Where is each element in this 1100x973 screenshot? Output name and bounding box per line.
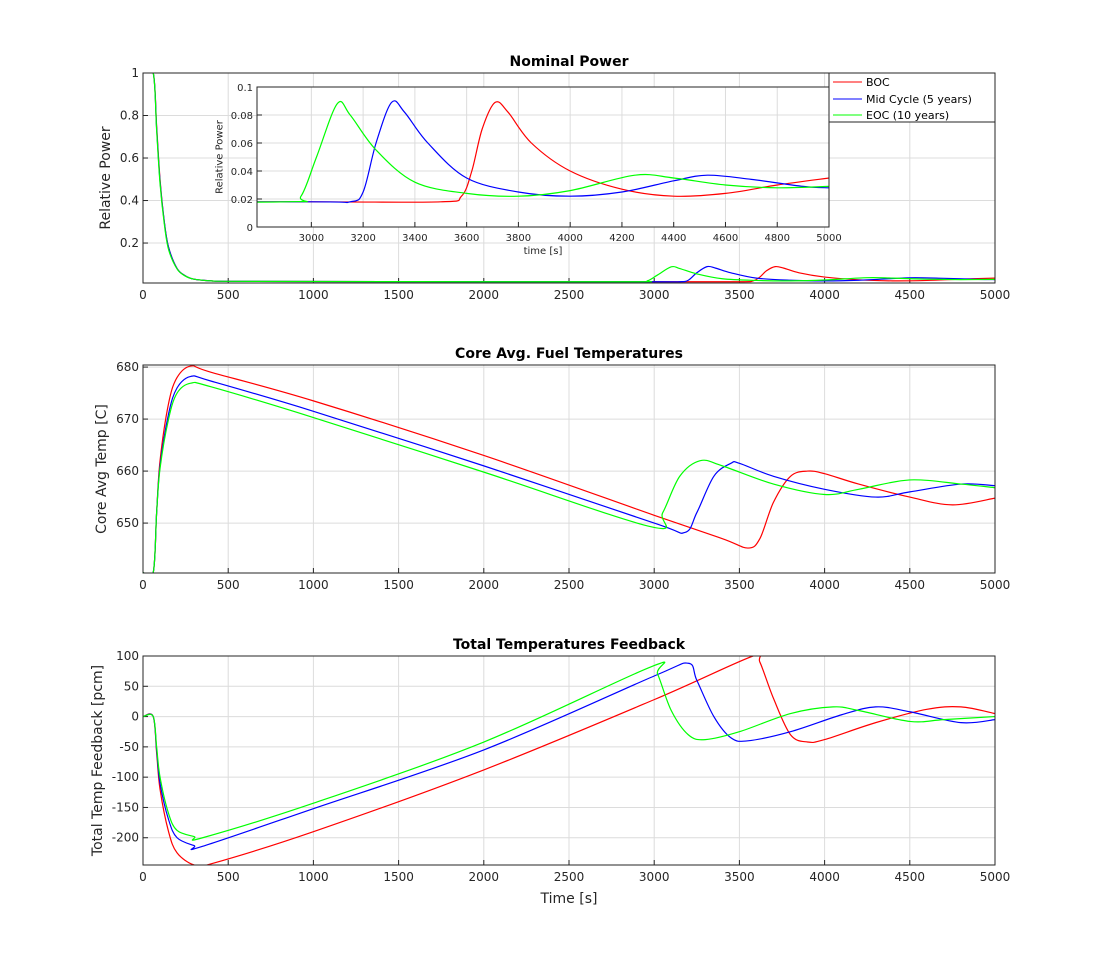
x-tick-label: 5000: [816, 233, 841, 244]
series-line-eoc: [257, 100, 829, 203]
series-line-eoc: [143, 661, 995, 841]
y-tick-label: 1: [131, 66, 139, 80]
x-tick-label: 1500: [383, 870, 414, 884]
y-tick-label: -150: [112, 800, 139, 814]
y-tick-label: 0: [131, 710, 139, 724]
x-tick-label: 4200: [609, 233, 634, 244]
x-tick-label: 4500: [895, 578, 926, 592]
series-line-eoc: [143, 381, 995, 573]
axes-frame: [142, 364, 996, 574]
series-line-boc: [143, 656, 995, 865]
series-line-eoc: [143, 73, 995, 283]
x-tick-label: 3600: [454, 233, 479, 244]
y-tick-label: 0: [247, 223, 253, 234]
x-tick-label: 4800: [765, 233, 790, 244]
y-tick-label: 0.04: [231, 167, 253, 178]
chart-title: Core Avg. Fuel Temperatures: [455, 346, 683, 362]
y-tick-label: -200: [112, 831, 139, 845]
legend: BOC Mid Cycle (5 years) EOC (10 years): [828, 72, 996, 123]
legend-label-boc: BOC: [866, 76, 890, 89]
axes-frame: [142, 72, 996, 284]
x-tick-label: 500: [217, 578, 240, 592]
axes-temperature-feedback: 0 500 1000 1500 2000 2500 3000 3500 4000 4500 5000…: [90, 637, 1011, 907]
chart-title: Nominal Power: [509, 54, 628, 70]
x-tick-label: 2000: [469, 288, 500, 302]
axes-fuel-temperatures: 0 500 1000 1500 2000 2500 3000 3500 4000 4500 5000…: [94, 346, 1010, 592]
x-tick-label: 5000: [980, 578, 1011, 592]
x-tick-label: 5000: [980, 288, 1011, 302]
x-tick-label: 4600: [713, 233, 738, 244]
x-tick-label: 4500: [895, 288, 926, 302]
x-tick-label: 1000: [298, 870, 329, 884]
y-tick-label: 0.2: [120, 236, 139, 250]
y-tick-label: 0.8: [120, 109, 139, 123]
plot-area: [257, 87, 829, 227]
axes-frame: [256, 86, 830, 228]
y-tick-label: 0.6: [120, 151, 139, 165]
x-tick-label: 3500: [724, 288, 755, 302]
series-line-mid-cycle: [143, 375, 995, 573]
x-tick-label: 2500: [554, 288, 585, 302]
y-tick-label: 680: [116, 360, 139, 374]
x-tick-label: 5000: [980, 870, 1011, 884]
y-axis-label: Total Temp Feedback [pcm]: [90, 665, 106, 857]
axes-inset-power: 3000 3200 3400 3600 3800 4000 4200 4400 4600 4800…: [215, 83, 842, 257]
x-tick-label: 2000: [469, 578, 500, 592]
x-tick-label: 0: [139, 870, 147, 884]
x-axis-label: time [s]: [524, 246, 563, 257]
x-tick-label: 0: [139, 288, 147, 302]
chart-title: Total Temperatures Feedback: [453, 637, 686, 653]
x-tick-label: 3000: [299, 233, 324, 244]
y-tick-label: 0.4: [120, 194, 139, 208]
y-axis-label: Core Avg Temp [C]: [94, 404, 110, 534]
legend-box: [828, 72, 996, 123]
x-tick-label: 4000: [557, 233, 582, 244]
series-line-mid-cycle: [257, 100, 829, 204]
x-tick-label: 1500: [383, 288, 414, 302]
x-tick-label: 3000: [639, 288, 670, 302]
x-tick-label: 3000: [639, 578, 670, 592]
axes-frame: [142, 655, 996, 866]
x-tick-label: 2500: [554, 578, 585, 592]
x-tick-label: 4000: [809, 870, 840, 884]
y-tick-label: 100: [116, 649, 139, 663]
x-tick-label: 4000: [809, 578, 840, 592]
x-tick-label: 0: [139, 578, 147, 592]
y-axis-label: Relative Power: [215, 119, 226, 194]
x-tick-label: 1000: [298, 578, 329, 592]
x-tick-label: 3200: [350, 233, 375, 244]
x-tick-label: 3500: [724, 578, 755, 592]
x-tick-label: 3000: [639, 870, 670, 884]
y-tick-label: 50: [124, 679, 139, 693]
x-tick-label: 4500: [895, 870, 926, 884]
x-tick-label: 3800: [506, 233, 531, 244]
y-tick-label: 660: [116, 464, 139, 478]
x-tick-label: 1000: [298, 288, 329, 302]
y-tick-label: -100: [112, 770, 139, 784]
y-tick-label: 650: [116, 516, 139, 530]
x-tick-label: 2000: [469, 870, 500, 884]
legend-label-mid: Mid Cycle (5 years): [866, 93, 972, 106]
x-axis-label: Time [s]: [540, 891, 598, 907]
series-line-boc: [257, 101, 829, 203]
y-tick-label: 670: [116, 412, 139, 426]
y-tick-label: 0.08: [231, 111, 253, 122]
x-tick-label: 4400: [661, 233, 686, 244]
y-tick-label: 0.1: [237, 83, 253, 94]
x-tick-label: 500: [217, 288, 240, 302]
x-tick-label: 3500: [724, 870, 755, 884]
x-tick-label: 3400: [402, 233, 427, 244]
series-line-boc: [143, 365, 995, 573]
legend-label-eoc: EOC (10 years): [866, 109, 949, 122]
series-line-mid-cycle: [143, 662, 995, 851]
x-tick-label: 2500: [554, 870, 585, 884]
x-tick-label: 4000: [809, 288, 840, 302]
x-tick-label: 1500: [383, 578, 414, 592]
y-tick-label: -50: [119, 740, 139, 754]
y-tick-label: 0.06: [231, 139, 253, 150]
x-tick-label: 500: [217, 870, 240, 884]
y-tick-label: 0.02: [231, 195, 253, 206]
y-axis-label: Relative Power: [98, 126, 114, 229]
